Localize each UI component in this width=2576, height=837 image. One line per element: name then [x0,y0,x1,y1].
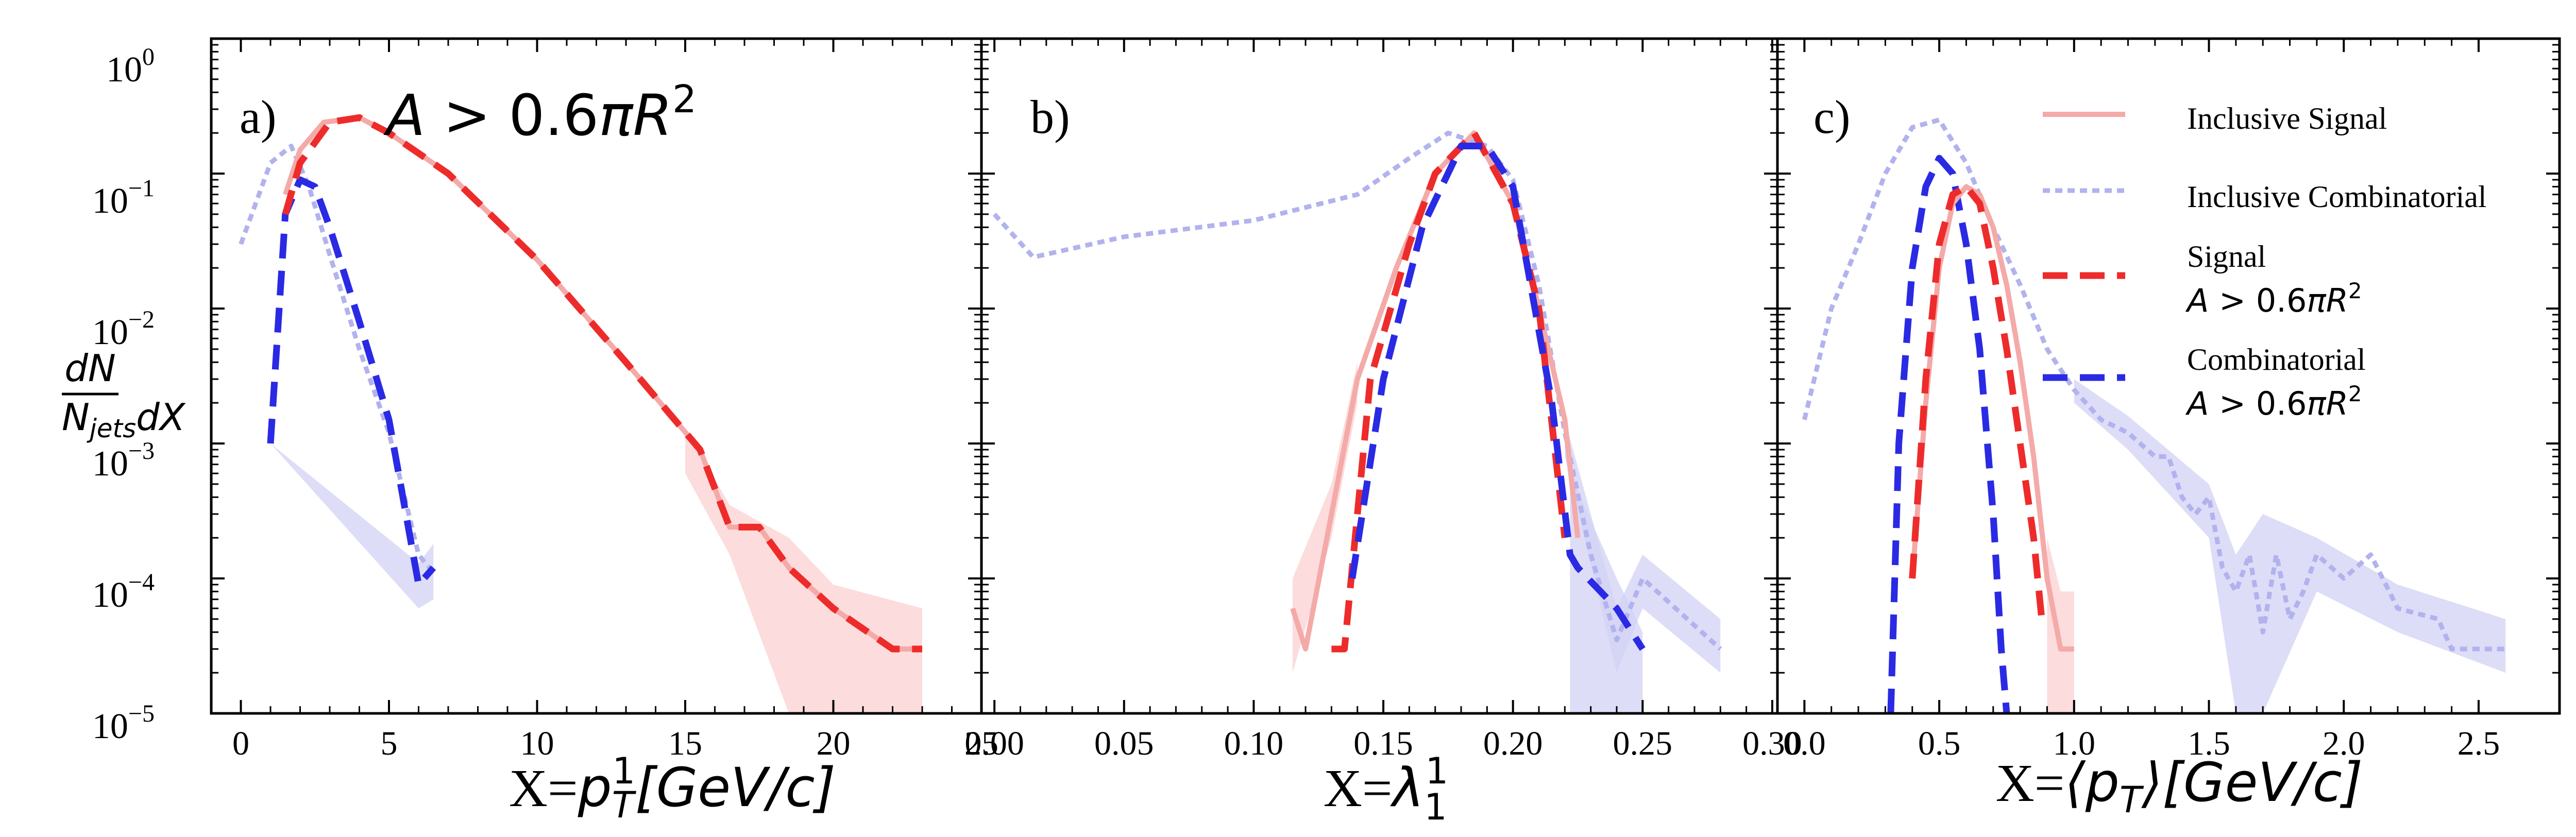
panel-c: 0.0 0.5 1.0 1.5 2.0 2.5 [1776,37,2561,762]
xtick-label: 0.15 [1353,725,1413,762]
plot-frame [1776,37,2561,715]
y-tick-labels: 100 10−1 10−2 10−3 10−4 10−5 [92,43,155,746]
ylabel-numerator: dN [64,347,116,390]
legend-label-combinatorial: Combinatorial [2187,343,2366,377]
xtick-label: 0.05 [1094,725,1154,762]
xtick-label: 0.5 [1918,725,1961,762]
series-line-signal-a-r [282,114,922,653]
x-axis-label-c: X=⟨pT⟩[GeV/c] [1996,751,2363,821]
plot-area [239,114,922,713]
uncertainty-band [685,428,922,713]
xtick-label: 0.10 [1224,725,1284,762]
ytick-label: 10−2 [92,306,155,352]
xtick-label: 10 [520,725,554,762]
panel-a: 0 5 10 15 20 25 [210,37,998,762]
uncertainty-band [2047,538,2074,713]
xtick-label: 0.0 [1783,725,1826,762]
legend: Inclusive Signal Inclusive Combinatorial… [2043,101,2487,422]
plot-area [992,129,1722,713]
uncertainty-band [270,443,434,609]
x-axis-label-b: X=λ11 [1324,750,1448,828]
legend-label-inclusive-signal: Inclusive Signal [2187,101,2387,135]
xtick-label: 2.5 [2458,725,2500,762]
series-line-inclusive-signal [1909,184,2074,652]
xtick-label: 0 [232,725,249,762]
series-line-inclusive-signal [1290,130,1581,652]
series-line-combinatorial [1349,143,1646,651]
ytick-label: 10−1 [92,175,155,221]
legend-label-signal-cut: A > 0.6πR2 [2185,278,2362,319]
ytick-label: 100 [106,43,155,90]
legend-label-combinatorial-cut: A > 0.6πR2 [2185,381,2362,422]
plot-area [1802,117,2506,713]
y-axis-label: dN NjetsdX [62,347,186,443]
xtick-label: 0.30 [1742,725,1802,762]
legend-label-signal: Signal [2187,240,2266,274]
xtick-label: 0.00 [964,725,1024,762]
series-line-signal-a-r [1331,129,1568,653]
ylabel-denominator: NjetsdX [62,396,186,443]
uncertainty-band [2074,379,2506,713]
ytick-label: 10−4 [92,569,155,615]
series-line-signal-a-r [1909,183,2045,620]
xtick-label: 2.0 [2323,725,2365,762]
series-line-inclusive-combinatorial [239,144,435,574]
panel-b: 0.00 0.05 0.10 0.15 0.20 0.25 0.30 [964,37,1802,762]
xtick-label: 25 [964,725,998,762]
xtick-label: 0.25 [1613,725,1673,762]
series-line-inclusive-combinatorial [1802,117,2506,652]
xtick-label: 0.20 [1483,725,1543,762]
area-cut-annotation: A > 0.6πR2 [383,77,697,148]
ytick-label: 10−3 [92,437,155,484]
panel-label-a: a) [240,91,276,143]
xtick-label: 5 [381,725,398,762]
xtick-label: 15 [668,725,702,762]
panel-label-c: c) [1814,91,1850,143]
series-line-combinatorial [1887,155,2010,713]
uncertainty-band [1292,362,1358,673]
ytick-label: 10−5 [92,700,155,746]
xtick-label: 1.0 [2053,725,2096,762]
panel-label-b: b) [1030,91,1070,143]
xtick-label: 1.5 [2188,725,2230,762]
legend-label-inclusive-combinatorial: Inclusive Combinatorial [2187,180,2487,214]
x-axis-label-a: X=pT1[GeV/c] [509,750,836,826]
xtick-label: 20 [817,725,851,762]
